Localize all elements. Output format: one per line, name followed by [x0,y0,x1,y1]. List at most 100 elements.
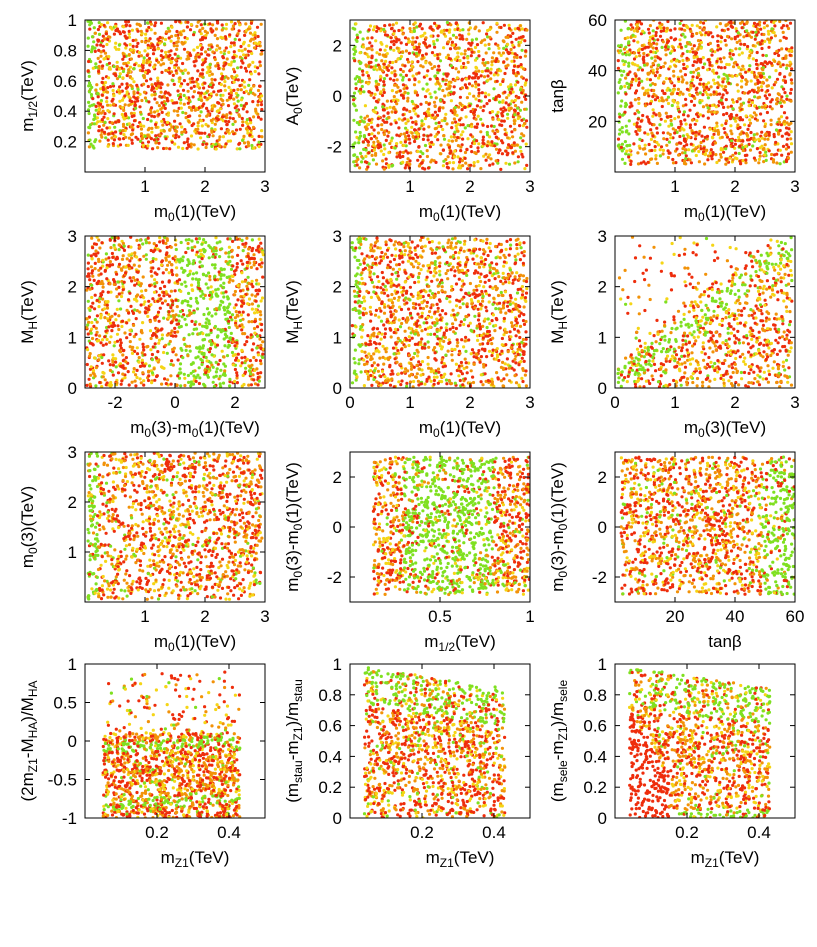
scatter-point [637,128,641,132]
scatter-point [713,110,717,114]
scatter-point [188,28,193,32]
scatter-point [215,44,219,48]
scatter-point [231,117,235,121]
scatter-point [104,342,108,346]
scatter-point [180,125,184,129]
scatter-point [407,137,411,141]
scatter-point [224,46,228,50]
scatter-point [150,86,154,90]
scatter-point [119,307,123,311]
scatter-point [123,94,127,98]
scatter-point [186,354,190,358]
scatter-point [449,99,453,103]
scatter-point [97,129,101,133]
scatter-point [720,84,724,88]
scatter-point [751,144,755,148]
scatter-point [121,57,125,61]
scatter-point [661,152,665,156]
scatter-point [367,162,371,166]
scatter-point [157,338,162,342]
scatter-point [667,140,672,144]
scatter-point [677,141,682,145]
scatter-point [216,101,220,105]
scatter-point [124,20,128,24]
scatter-point [408,27,412,31]
scatter-point [512,119,516,123]
scatter-point [138,377,142,381]
scatter-point [404,149,408,153]
scatter-point [154,21,158,25]
scatter-point [742,67,746,71]
scatter-point [210,107,214,111]
scatter-point [784,54,788,58]
scatter-point [228,259,232,264]
scatter-point [157,84,161,88]
scatter-point [138,92,142,96]
scatter-point [506,112,510,116]
scatter-point [455,76,459,80]
scatter-point [160,82,164,86]
scatter-point [665,40,670,45]
scatter-point [91,144,95,148]
scatter-point [175,40,179,45]
scatter-point [756,30,760,34]
scatter-point [140,98,144,103]
scatter-point [240,361,244,365]
scatter-point [715,25,719,29]
scatter-point [104,32,108,36]
scatter-point [426,69,430,73]
scatter-point [711,136,715,140]
scatter-point [221,291,225,295]
scatter-point [166,378,170,382]
scatter-point [178,122,182,126]
scatter-point [182,129,186,134]
scatter-point [430,27,434,31]
scatter-point [753,117,758,121]
scatter-point [261,352,265,356]
scatter-point [782,111,787,115]
scatter-point [488,135,492,139]
scatter-point [689,99,694,103]
scatter-point [781,24,786,28]
scatter-point [130,141,134,145]
scatter-point [682,23,686,27]
scatter-point [694,147,698,151]
scatter-point [675,142,679,146]
scatter-point [93,49,97,54]
scatter-point [230,350,235,355]
scatter-point [358,67,362,71]
scatter-point [115,60,119,64]
scatter-point [670,103,674,108]
scatter-point [506,42,510,47]
scatter-point [108,368,112,372]
scatter-point [252,355,256,360]
scatter-point [706,110,711,114]
scatter-point [764,158,768,162]
scatter-point [645,62,649,66]
scatter-point [741,64,745,68]
scatter-point [198,347,202,351]
scatter-point [146,21,150,25]
x-tick-label: 1 [140,177,149,196]
scatter-point [769,36,774,40]
scatter-point [730,139,734,143]
scatter-point [147,299,151,303]
scatter-point [411,120,415,124]
scatter-point [651,114,655,118]
scatter-point [103,120,107,124]
scatter-point [179,101,183,105]
scatter-point [355,39,359,44]
scatter-point [645,115,649,119]
scatter-point [253,41,258,45]
scatter-point [665,143,669,147]
scatter-point [128,24,132,28]
scatter-point [738,39,742,43]
scatter-point [128,43,132,47]
scatter-point [658,25,662,29]
scatter-point [637,77,641,81]
scatter-point [455,127,459,131]
scatter-point [370,36,374,40]
scatter-point [701,114,705,118]
scatter-point [509,47,513,52]
scatter-point [261,340,265,344]
